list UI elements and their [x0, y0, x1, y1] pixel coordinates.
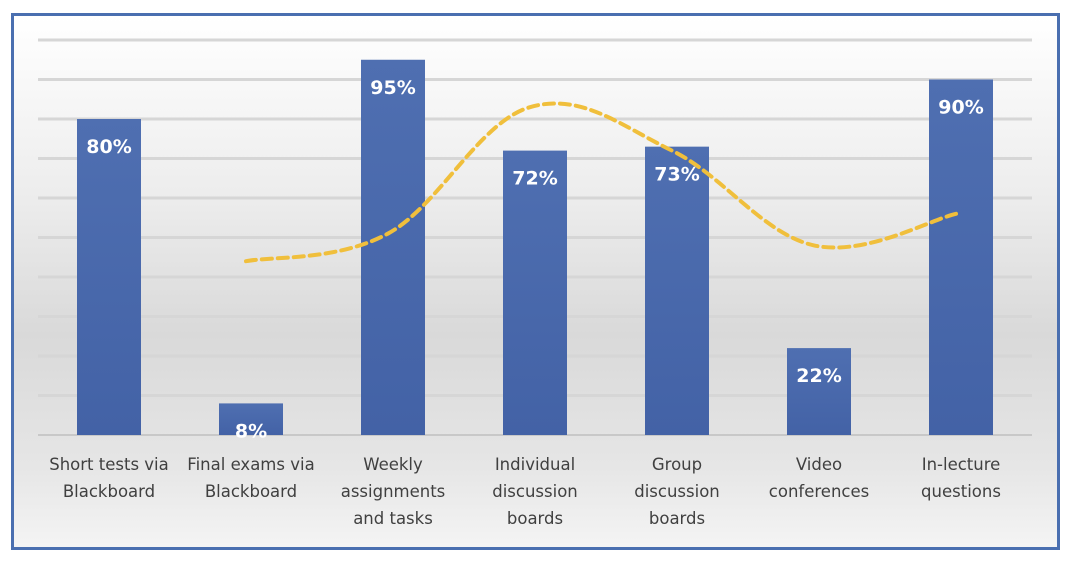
bar-data-label: 90%	[938, 97, 983, 119]
category-label-line: Weekly	[363, 455, 423, 474]
category-label: Final exams via Blackboard	[187, 455, 314, 501]
category-label-line: boards	[507, 509, 563, 528]
category-label: Individual discussion boards	[492, 455, 578, 528]
bar-data-label: 80%	[86, 136, 131, 158]
category-label-line: Video	[796, 455, 842, 474]
category-label-line: assignments	[341, 482, 446, 501]
bar	[929, 79, 993, 435]
category-label: Group discussion boards	[634, 455, 720, 528]
line-series	[244, 101, 958, 264]
category-label-line: In-lecture	[922, 455, 1001, 474]
bar	[361, 59, 425, 435]
category-label-line: and tasks	[353, 509, 433, 528]
bar-data-label: 73%	[654, 164, 699, 186]
category-label-line: discussion	[634, 482, 720, 501]
category-label-line: discussion	[492, 482, 578, 501]
category-label-line: conferences	[769, 482, 869, 501]
category-label-line: boards	[649, 509, 705, 528]
bar	[219, 403, 283, 435]
category-label-line: Blackboard	[63, 482, 155, 501]
category-label-line: Final exams via	[187, 455, 314, 474]
category-label: In-lecture questions	[921, 455, 1001, 501]
bar	[77, 119, 141, 435]
bar-data-label: 8%	[235, 420, 267, 442]
bar-data-label: 95%	[370, 77, 415, 99]
bar	[645, 146, 709, 435]
category-label-line: questions	[921, 482, 1001, 501]
category-label-line: Blackboard	[205, 482, 297, 501]
category-label-line: Individual	[495, 455, 575, 474]
category-label: Video conferences	[769, 455, 869, 501]
category-label-line: Short tests via	[49, 455, 169, 474]
bar-data-label: 22%	[796, 365, 841, 387]
bar	[503, 150, 567, 435]
bar-data-label: 72%	[512, 168, 557, 190]
category-label-line: Group	[652, 455, 702, 474]
category-label: Weekly assignments and tasks	[341, 455, 446, 528]
bar	[787, 348, 851, 435]
category-label: Short tests via Blackboard	[49, 455, 169, 501]
